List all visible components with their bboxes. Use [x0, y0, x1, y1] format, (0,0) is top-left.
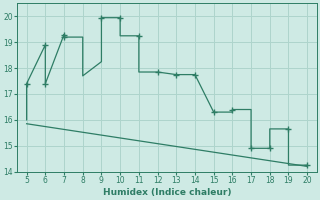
X-axis label: Humidex (Indice chaleur): Humidex (Indice chaleur) [103, 188, 231, 197]
